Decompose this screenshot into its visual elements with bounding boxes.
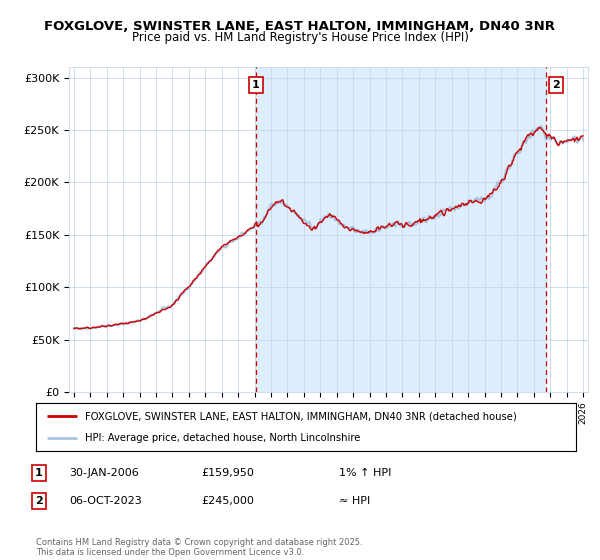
Text: £159,950: £159,950: [201, 468, 254, 478]
Text: HPI: Average price, detached house, North Lincolnshire: HPI: Average price, detached house, Nort…: [85, 433, 360, 443]
Text: 1: 1: [252, 80, 260, 90]
Text: Contains HM Land Registry data © Crown copyright and database right 2025.
This d: Contains HM Land Registry data © Crown c…: [36, 538, 362, 557]
Bar: [256, 67, 546, 392]
Text: 1% ↑ HPI: 1% ↑ HPI: [339, 468, 391, 478]
Text: 06-OCT-2023: 06-OCT-2023: [69, 496, 142, 506]
Text: Price paid vs. HM Land Registry's House Price Index (HPI): Price paid vs. HM Land Registry's House …: [131, 31, 469, 44]
Text: £245,000: £245,000: [201, 496, 254, 506]
Text: ≈ HPI: ≈ HPI: [339, 496, 370, 506]
Text: 30-JAN-2006: 30-JAN-2006: [69, 468, 139, 478]
Text: 1: 1: [35, 468, 43, 478]
Text: FOXGLOVE, SWINSTER LANE, EAST HALTON, IMMINGHAM, DN40 3NR (detached house): FOXGLOVE, SWINSTER LANE, EAST HALTON, IM…: [85, 411, 517, 421]
Text: 2: 2: [35, 496, 43, 506]
Text: FOXGLOVE, SWINSTER LANE, EAST HALTON, IMMINGHAM, DN40 3NR: FOXGLOVE, SWINSTER LANE, EAST HALTON, IM…: [44, 20, 556, 32]
Text: 2: 2: [552, 80, 560, 90]
